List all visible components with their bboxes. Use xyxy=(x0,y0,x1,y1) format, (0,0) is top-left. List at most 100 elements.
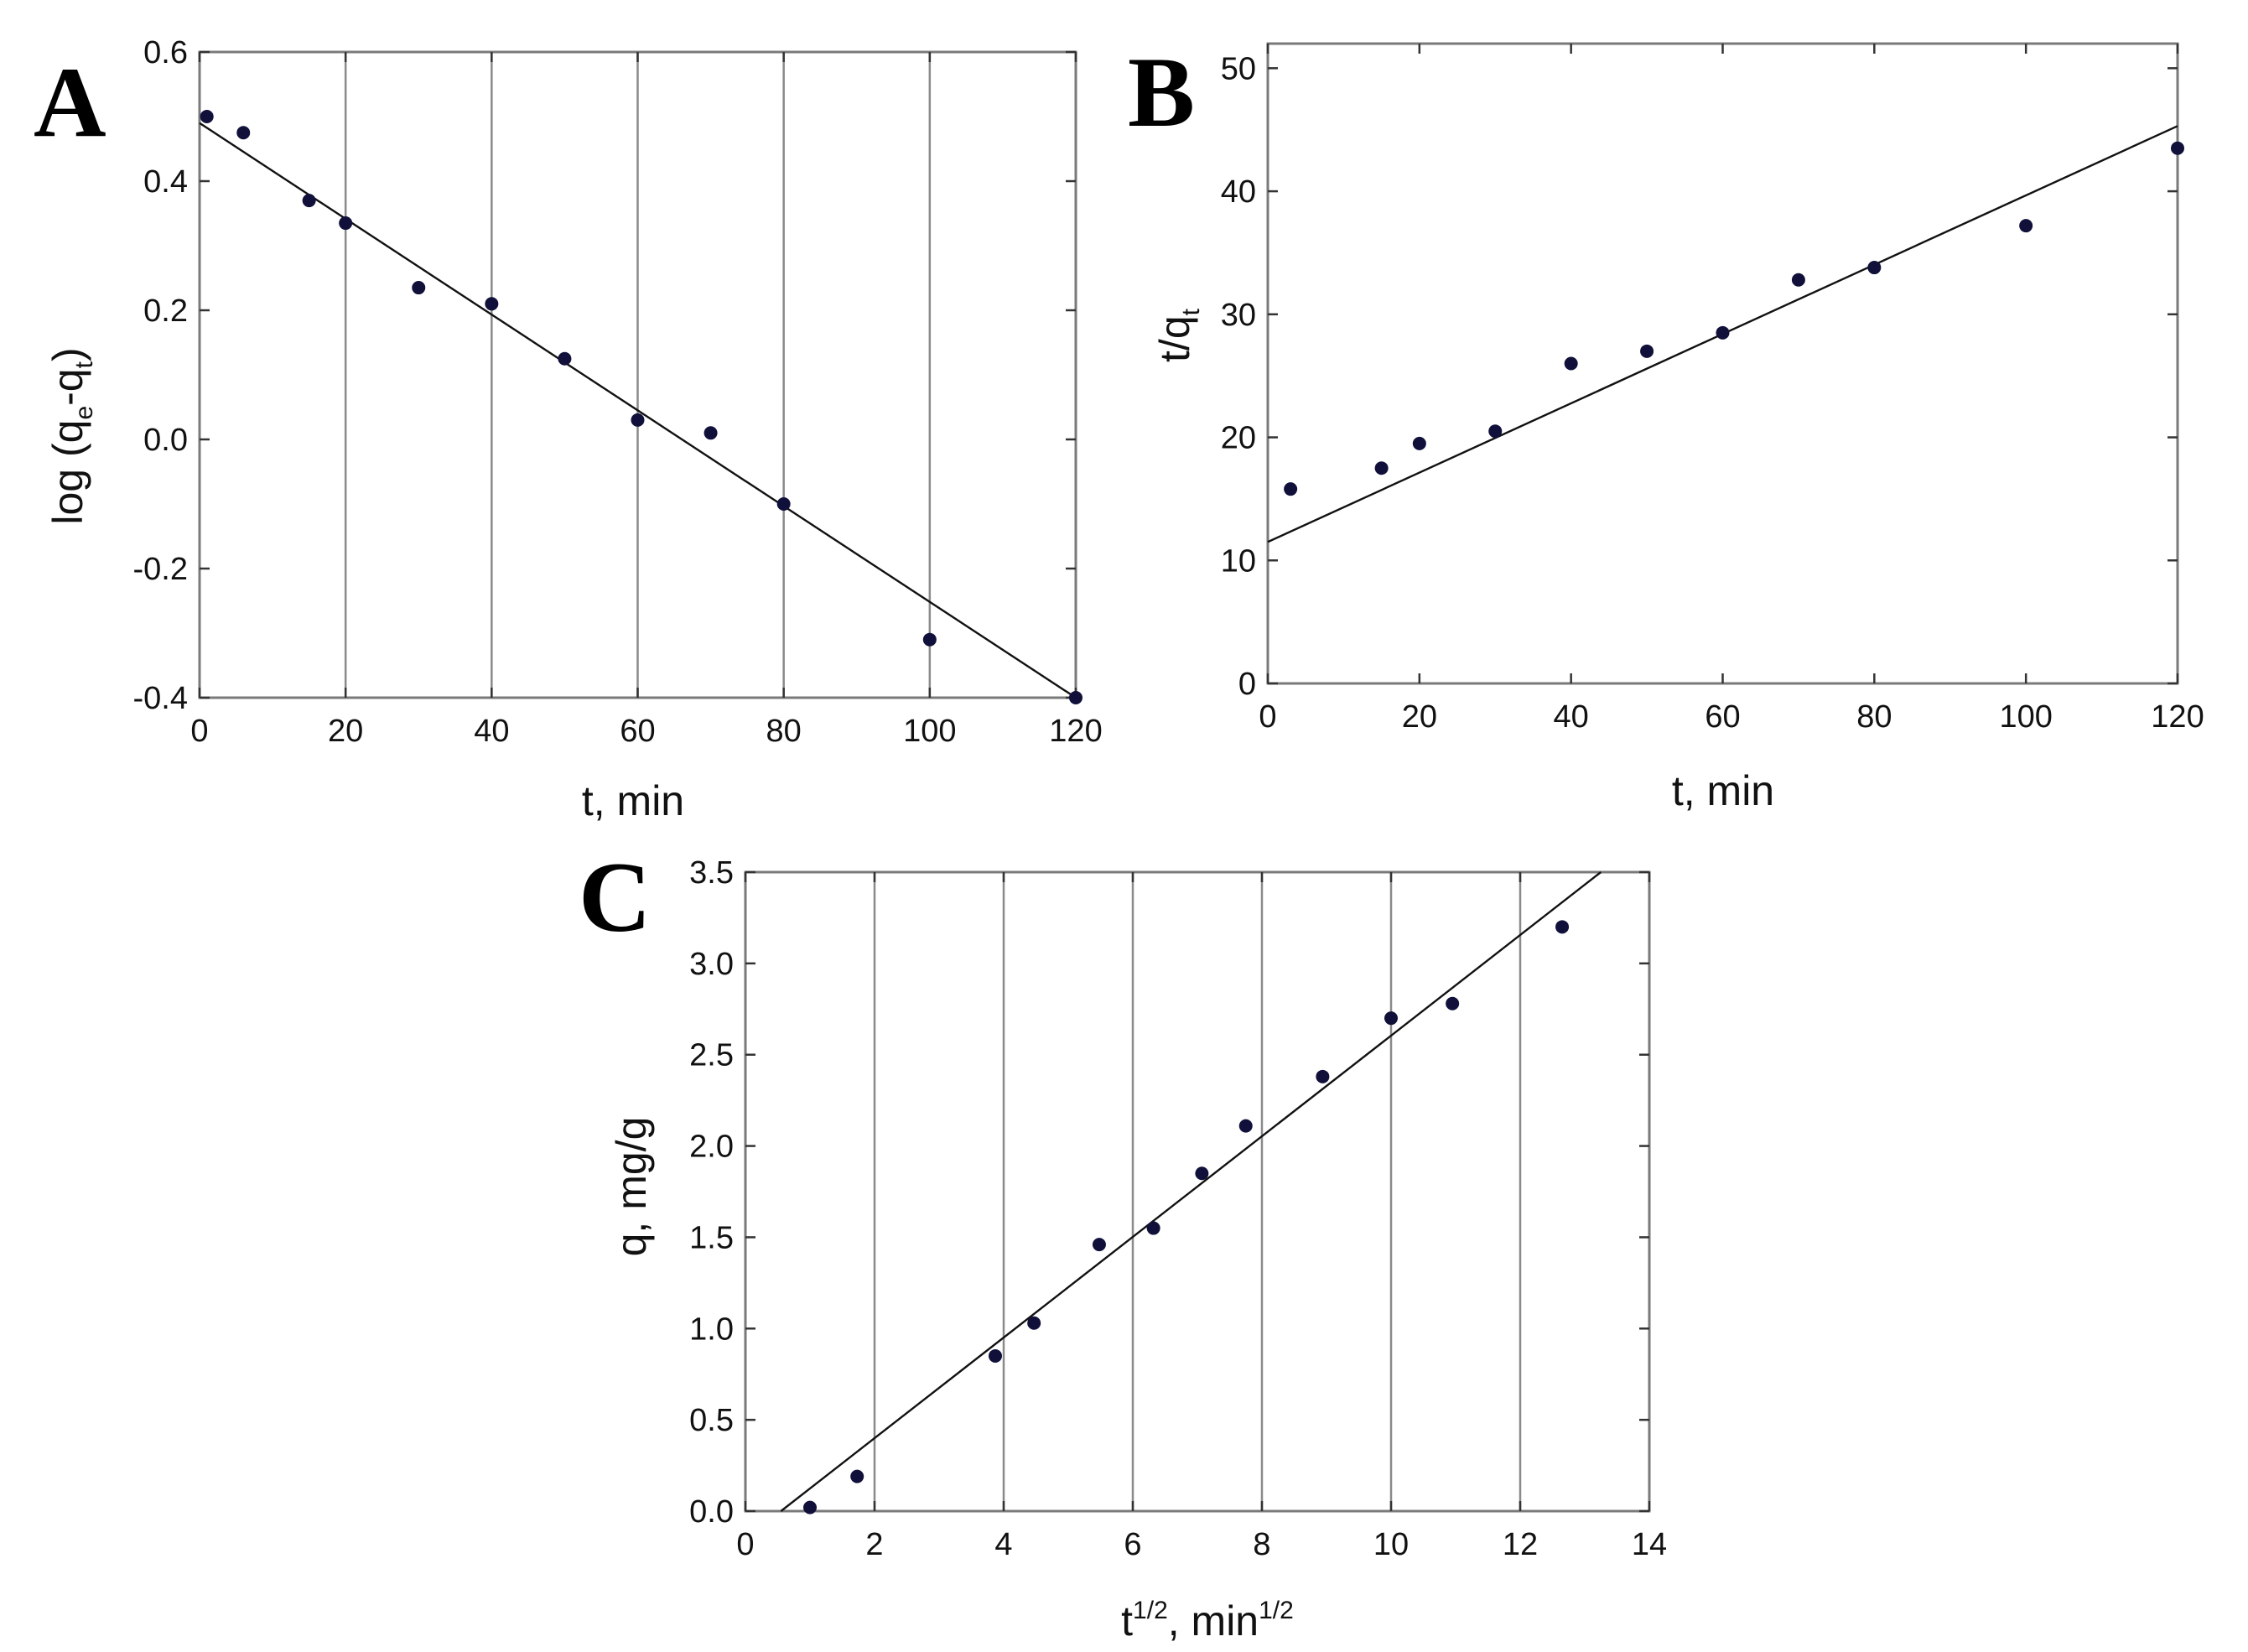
panel-b-data-point xyxy=(1374,461,1389,475)
panel-b-tick-label-x-60: 60 xyxy=(1705,699,1740,735)
panel-c-data-point xyxy=(1555,920,1570,934)
panel-a-ticks xyxy=(198,50,1077,699)
panel-a-data-point xyxy=(339,216,353,231)
panel-c-tick-label-x-2: 2 xyxy=(865,1527,883,1562)
panel-a-data-point xyxy=(1069,691,1082,704)
panel-c-tick-label-x-10: 10 xyxy=(1373,1527,1409,1562)
panel-b-tick-label-x-100: 100 xyxy=(1999,699,2052,735)
panel-a-tick-label-x-120: 120 xyxy=(1049,714,1102,749)
panel-c-x-axis-label: t1/2, min1/2 xyxy=(1121,1597,1294,1644)
panel-c-chart: C 0 2 4 6 8 10 12 14 0.0 0.5 1.0 1.5 2.0 2.5 3.0 3.5 t1… xyxy=(579,841,1667,1644)
panel-c-tick-label-x-4: 4 xyxy=(994,1527,1012,1562)
panel-c-data-point xyxy=(1027,1316,1041,1330)
panel-b-tick-label-x-120: 120 xyxy=(2151,699,2204,735)
panel-c-tick-label-y-2: 1.0 xyxy=(689,1312,734,1347)
panel-a-data-point xyxy=(302,194,316,208)
panel-b-data-point xyxy=(2019,219,2033,233)
panel-a-tick-label-y-4: 0.4 xyxy=(143,164,188,200)
panel-a-grid xyxy=(344,52,932,698)
panel-c-data-point xyxy=(988,1348,1002,1363)
panel-c-data-point xyxy=(1238,1119,1253,1133)
panel-c-data-point xyxy=(1195,1166,1209,1181)
panel-a-data-point xyxy=(703,426,718,440)
panel-c-plot-frame xyxy=(744,870,1651,1513)
panel-a-data-point xyxy=(200,110,214,123)
panel-a-data-point xyxy=(558,351,572,366)
panel-b-tick-label-x-0: 0 xyxy=(1259,699,1276,735)
panel-c-tick-label-y-0: 0.0 xyxy=(689,1494,734,1530)
panel-b-tick-label-x-40: 40 xyxy=(1554,699,1589,735)
panel-a-data-point xyxy=(776,497,791,511)
panel-a-tick-label-x-40: 40 xyxy=(474,714,509,749)
panel-c-data-point xyxy=(1316,1069,1330,1083)
panel-c-data-point xyxy=(1384,1011,1398,1026)
panel-b-tick-label-y-4: 40 xyxy=(1221,174,1256,210)
panel-a-tick-label-y-1: -0.2 xyxy=(133,552,188,587)
panel-a-letter: A xyxy=(34,46,106,158)
panel-b-data-point xyxy=(2171,141,2184,155)
panel-c-letter: C xyxy=(579,841,652,953)
panel-c-tick-label-x-6: 6 xyxy=(1124,1527,1141,1562)
panel-a-tick-label-y-5: 0.6 xyxy=(143,35,188,70)
panel-b-data-point xyxy=(1488,424,1503,439)
panel-a-tick-label-y-3: 0.2 xyxy=(143,294,188,329)
panel-c-y-axis-label: q, mg/g xyxy=(608,1117,655,1257)
panel-b-data-point xyxy=(1412,436,1426,450)
panel-c-tick-label-y-4: 2.0 xyxy=(689,1130,734,1165)
panel-b-tick-label-y-0: 0 xyxy=(1238,667,1256,702)
panel-b-data-point xyxy=(1716,325,1730,340)
panel-c-tick-label-y-5: 2.5 xyxy=(689,1038,734,1073)
panel-c-data-point xyxy=(1446,996,1460,1010)
panel-b-plot-frame xyxy=(1266,42,2179,685)
panel-c-data-point xyxy=(1146,1221,1160,1235)
panel-c-grid xyxy=(873,872,1522,1511)
panel-c-ticks xyxy=(744,870,1651,1513)
panel-a-data-point xyxy=(631,413,645,427)
panel-b-data-point xyxy=(1564,356,1578,371)
panel-b-tick-label-x-20: 20 xyxy=(1402,699,1437,735)
panel-b-data-points xyxy=(1284,141,2184,496)
panel-b-tick-label-x-80: 80 xyxy=(1856,699,1892,735)
panel-c-tick-label-y-7: 3.5 xyxy=(689,855,734,891)
panel-c-data-point xyxy=(1092,1238,1106,1252)
panel-a-tick-label-x-80: 80 xyxy=(766,714,802,749)
panel-b-data-point xyxy=(1867,261,1882,275)
panel-c-data-point xyxy=(850,1469,864,1483)
panel-b-data-point xyxy=(1791,273,1805,287)
panel-a-x-axis-label: t, min xyxy=(582,777,684,824)
panel-c-tick-label-x-12: 12 xyxy=(1503,1527,1538,1562)
panel-b-data-point xyxy=(1284,482,1298,496)
panel-b-tick-label-y-1: 10 xyxy=(1221,543,1256,579)
panel-a-tick-label-x-20: 20 xyxy=(328,714,363,749)
panel-b-tick-labels: 0 20 40 60 80 100 120 0 10 20 30 40 50 xyxy=(1221,51,2204,735)
panel-a-tick-label-x-60: 60 xyxy=(620,714,655,749)
panel-a-tick-label-y-2: 0.0 xyxy=(143,423,188,458)
panel-c-tick-label-x-8: 8 xyxy=(1253,1527,1270,1562)
panel-b-tick-label-y-5: 50 xyxy=(1221,51,1256,86)
panel-c-data-point xyxy=(803,1500,817,1514)
panel-b-tick-label-y-2: 20 xyxy=(1221,421,1256,456)
panel-b-tick-label-y-3: 30 xyxy=(1221,298,1256,333)
panel-c-tick-labels: 0 2 4 6 8 10 12 14 0.0 0.5 1.0 1.5 2.0 2.5 3.0 3.5 xyxy=(689,855,1667,1562)
panel-a-data-point xyxy=(236,126,251,140)
panel-a-tick-label-x-0: 0 xyxy=(190,714,208,749)
panel-b-chart: B 0 20 40 60 80 100 120 0 10 20 30 40 50 t, min t/qt xyxy=(1128,36,2204,814)
panel-a-data-point xyxy=(922,632,937,647)
panel-b-x-axis-label: t, min xyxy=(1672,767,1774,814)
panel-c-tick-label-x-14: 14 xyxy=(1632,1527,1667,1562)
panel-c-data-points xyxy=(803,920,1570,1514)
panel-b-ticks xyxy=(1266,44,2179,685)
panel-c-fit-line xyxy=(780,871,1602,1512)
panel-c-tick-label-y-6: 3.0 xyxy=(689,947,734,982)
panel-a-data-points xyxy=(200,110,1082,704)
panel-a-data-point xyxy=(485,297,499,311)
panel-a-y-axis-label: log (qe-qt) xyxy=(44,347,98,524)
panel-c-tick-label-y-3: 1.5 xyxy=(689,1220,734,1255)
panel-a-tick-label-y-0: -0.4 xyxy=(133,681,188,716)
panel-a-chart: A 0 20 40 60 80 100 120 -0.4 -0.2 0.0 0.2 0.4 0.6 t,… xyxy=(34,35,1103,824)
panel-a-data-point xyxy=(412,281,426,295)
panel-a-tick-labels: 0 20 40 60 80 100 120 -0.4 -0.2 0.0 0.2 0.4 0.6 xyxy=(133,35,1103,749)
panel-c-tick-label-y-1: 0.5 xyxy=(689,1403,734,1438)
panel-a-tick-label-x-100: 100 xyxy=(903,714,956,749)
